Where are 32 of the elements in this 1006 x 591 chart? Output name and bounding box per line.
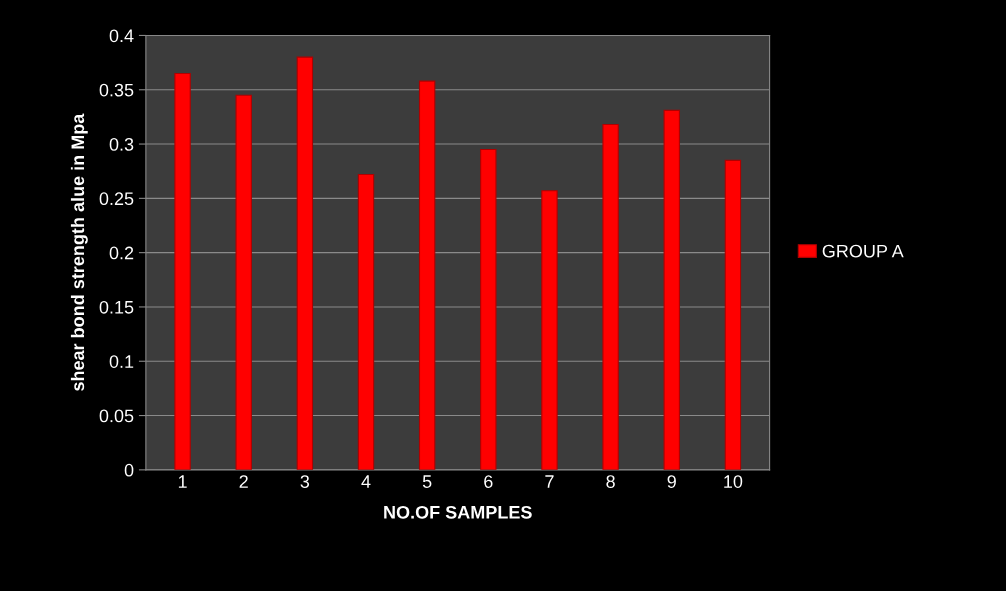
y-axis-title: shear bond strength alue in Mpa [70,113,88,391]
y-tick-label: 0.05 [99,409,134,423]
y-tick-label: 0.2 [109,246,134,260]
y-tick-label: 0.4 [109,29,134,43]
legend-label: GROUP A [822,244,904,258]
bar [663,109,680,470]
x-tick-label: 9 [667,475,676,488]
bar [724,159,742,470]
x-tick-label: 2 [239,475,248,488]
bar [602,123,619,470]
x-tick-label: 8 [606,475,615,488]
bar [174,72,191,470]
y-tick-label: 0.35 [99,83,134,97]
bar [235,94,252,470]
x-tick-label: 1 [178,475,187,488]
x-tick-label: 3 [300,475,310,488]
y-tick-label: 0.15 [99,300,134,314]
bar [541,190,558,470]
x-tick-label: 7 [545,475,554,488]
x-tick-label: 4 [361,475,371,488]
y-tick-label: 0.25 [99,192,134,206]
x-axis-title: NO.OF SAMPLES [384,505,532,519]
bar [296,56,314,470]
y-tick-label: 0.1 [109,355,134,368]
bar [480,148,497,470]
x-tick-label: 5 [422,475,432,488]
x-tick-label: 6 [484,475,493,488]
bar [357,173,375,470]
y-tick-label: 0.3 [109,137,134,151]
x-tick-label: 10 [724,475,743,488]
bar [418,80,436,470]
y-tick-label: 0 [124,463,134,477]
